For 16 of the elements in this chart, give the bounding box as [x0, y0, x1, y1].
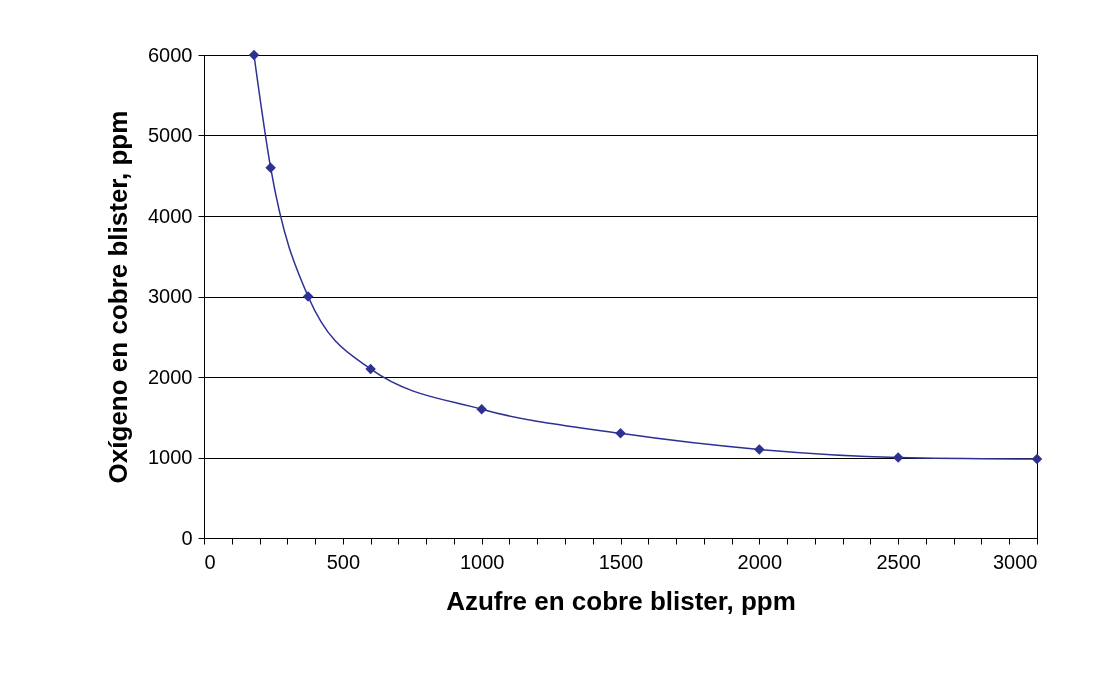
x-tick-label: 1500 — [598, 550, 644, 573]
y-tick-label: 6000 — [148, 43, 193, 66]
y-tick-label: 0 — [181, 526, 193, 549]
x-tick-label: 3000 — [993, 550, 1038, 573]
y-tick-label: 5000 — [148, 124, 193, 146]
y-tick-label: 3000 — [148, 285, 193, 307]
x-tick-label: 0 — [204, 550, 216, 573]
x-tick-label: 500 — [326, 550, 361, 573]
x-axis-title: Azufre en cobre blister, ppm — [446, 585, 796, 616]
x-tick-label: 1000 — [459, 550, 505, 573]
y-axis-title: Oxígeno en cobre blister, ppm — [103, 110, 134, 484]
x-tick-label: 2000 — [737, 550, 783, 573]
x-tick-label: 2500 — [876, 550, 921, 573]
y-tick-label: 1000 — [148, 446, 193, 468]
y-tick-label: 4000 — [148, 204, 193, 227]
y-tick-label: 2000 — [148, 365, 193, 388]
